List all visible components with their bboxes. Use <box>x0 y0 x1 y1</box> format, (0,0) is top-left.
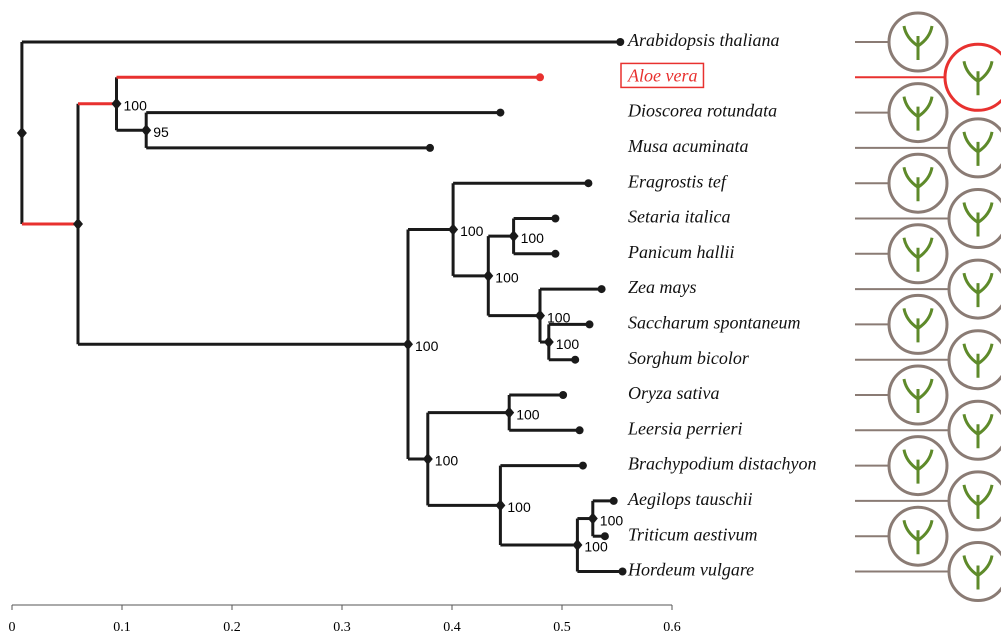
internal-node <box>112 98 122 110</box>
leaf-label: Aloe vera <box>627 65 697 85</box>
support-value: 100 <box>584 539 608 555</box>
leaf-label: Musa acuminata <box>627 136 749 156</box>
internal-node <box>504 407 514 419</box>
tick-label: 0.2 <box>223 620 241 635</box>
leaf-label: Eragrostis tef <box>627 171 729 191</box>
leaf-label: Triticum aestivum <box>628 524 758 544</box>
tip <box>616 38 624 46</box>
internal-node <box>509 230 519 242</box>
leaf-label: Zea mays <box>628 277 697 297</box>
support-value: 100 <box>521 230 545 246</box>
tip <box>586 320 594 328</box>
tick-label: 0.3 <box>333 620 351 635</box>
leaf-label: Brachypodium distachyon <box>628 454 816 474</box>
leaf-label: Hordeum vulgare <box>627 560 754 580</box>
support-value: 100 <box>507 499 531 515</box>
tip <box>571 356 579 364</box>
support-value: 100 <box>415 338 439 354</box>
internal-node <box>483 270 493 282</box>
leaf-label: Arabidopsis thaliana <box>627 30 780 50</box>
tip <box>619 568 627 576</box>
internal-node <box>141 124 151 136</box>
internal-node <box>423 453 433 465</box>
internal-node <box>588 513 598 525</box>
tip <box>598 285 606 293</box>
internal-node <box>535 310 545 322</box>
tip <box>426 144 434 152</box>
support-value: 100 <box>556 336 580 352</box>
tip <box>579 462 587 470</box>
tip <box>576 426 584 434</box>
nodes: 95 100 100 100 100 100 100 100 100 100 100 100 100 <box>17 38 627 576</box>
internal-node <box>572 539 582 551</box>
tick-label: 0.1 <box>113 620 131 635</box>
tip <box>551 250 559 258</box>
internal-node <box>448 224 458 236</box>
branches <box>22 42 623 572</box>
tip <box>584 179 592 187</box>
leaf-label: Dioscorea rotundata <box>627 101 777 121</box>
tick-label: 0.5 <box>553 620 571 635</box>
tip <box>559 391 567 399</box>
tick-label: 0.6 <box>663 620 681 635</box>
leaf-label: Saccharum spontaneum <box>628 313 800 333</box>
support-value: 100 <box>495 270 519 286</box>
tip <box>610 497 618 505</box>
internal-node <box>73 218 83 230</box>
support-value: 95 <box>153 124 169 140</box>
internal-node <box>17 127 27 139</box>
internal-node <box>403 338 413 350</box>
support-value: 100 <box>516 406 540 422</box>
leaf-label: Leersia perrieri <box>627 418 743 438</box>
support-value: 100 <box>547 309 571 325</box>
leaf-label: Sorghum bicolor <box>628 348 750 368</box>
tip <box>551 215 559 223</box>
internal-node <box>544 336 554 348</box>
tip <box>536 73 544 81</box>
tick-label: 0.4 <box>443 620 461 635</box>
tip <box>496 109 504 117</box>
support-value: 100 <box>124 97 148 113</box>
tick-label: 0 <box>9 620 16 635</box>
support-value: 100 <box>435 453 459 469</box>
leaf-label: Oryza sativa <box>628 383 720 403</box>
leaf-label: Setaria italica <box>628 207 731 227</box>
internal-node <box>495 499 505 511</box>
phylogenetic-tree: 95 100 100 100 100 100 100 100 100 100 100 100 100 Ar… <box>0 0 1001 638</box>
support-value: 100 <box>600 512 624 528</box>
leaf-label: Aegilops tauschii <box>627 489 753 509</box>
leaf-label: Panicum hallii <box>627 242 735 262</box>
support-value: 100 <box>460 223 484 239</box>
